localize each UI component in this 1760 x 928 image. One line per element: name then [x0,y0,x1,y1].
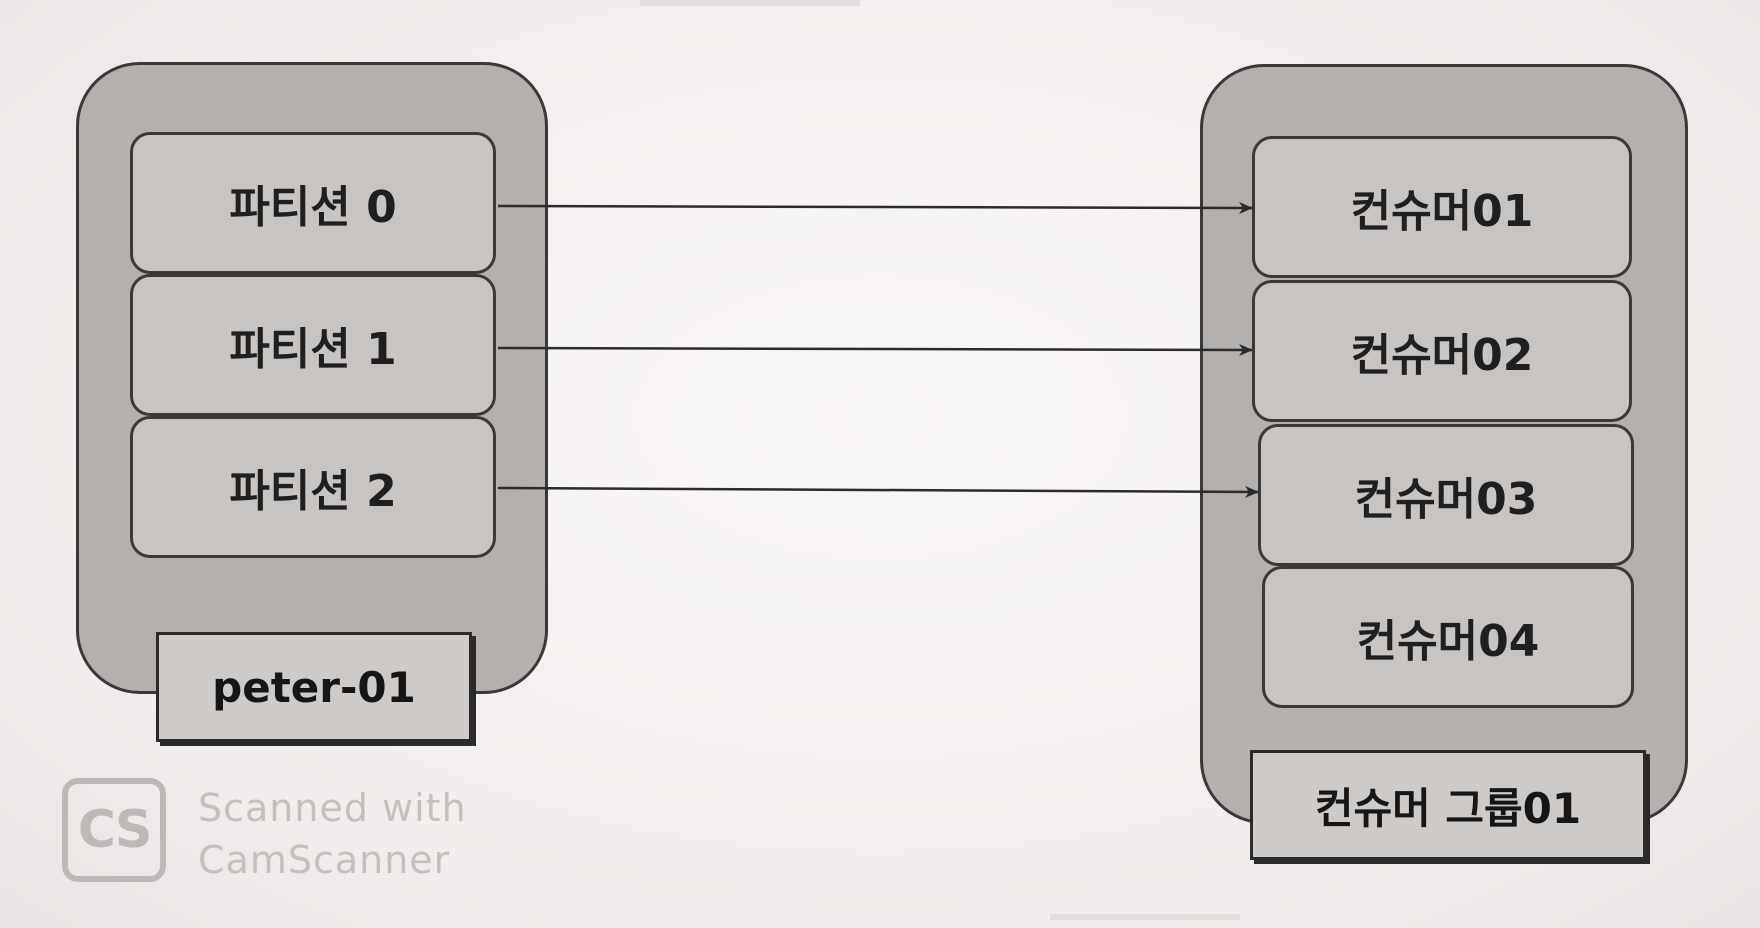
watermark-text: Scanned with CamScanner [198,782,528,886]
consumer-03-label: 컨슈머03 [1354,474,1538,525]
partition-1: 파티션 1 [130,274,496,416]
consumer-04: 컨슈머04 [1262,566,1634,708]
watermark-line-1: Scanned with [198,786,467,830]
topic-label-text: peter-01 [212,662,416,712]
consumer-01-label: 컨슈머01 [1350,186,1534,237]
camscanner-logo-text: CS [77,800,153,860]
partition-0: 파티션 0 [130,132,496,274]
arrow-partition-0-to-consumer-01 [497,201,1253,214]
consumer-02: 컨슈머02 [1252,280,1632,422]
topic-label: peter-01 [156,632,472,742]
camscanner-logo-icon: CS [62,778,166,882]
arrow-partition-1-to-consumer-02 [497,343,1253,356]
partition-1-label: 파티션 1 [229,324,397,375]
consumer-03: 컨슈머03 [1258,424,1634,566]
consumer-group-label-text: 컨슈머 그룹01 [1314,783,1582,833]
consumer-04-label: 컨슈머04 [1356,616,1540,667]
bleed-through-mark [1050,914,1240,920]
consumer-01: 컨슈머01 [1252,136,1632,278]
consumer-02-label: 컨슈머02 [1350,330,1534,381]
watermark-line-2: CamScanner [198,838,451,882]
bleed-through-mark [640,0,860,6]
partition-2: 파티션 2 [130,416,496,558]
partition-2-label: 파티션 2 [229,466,397,517]
arrow-partition-2-to-consumer-03 [497,485,1259,498]
partition-0-label: 파티션 0 [229,182,397,233]
consumer-group-label: 컨슈머 그룹01 [1250,750,1646,860]
